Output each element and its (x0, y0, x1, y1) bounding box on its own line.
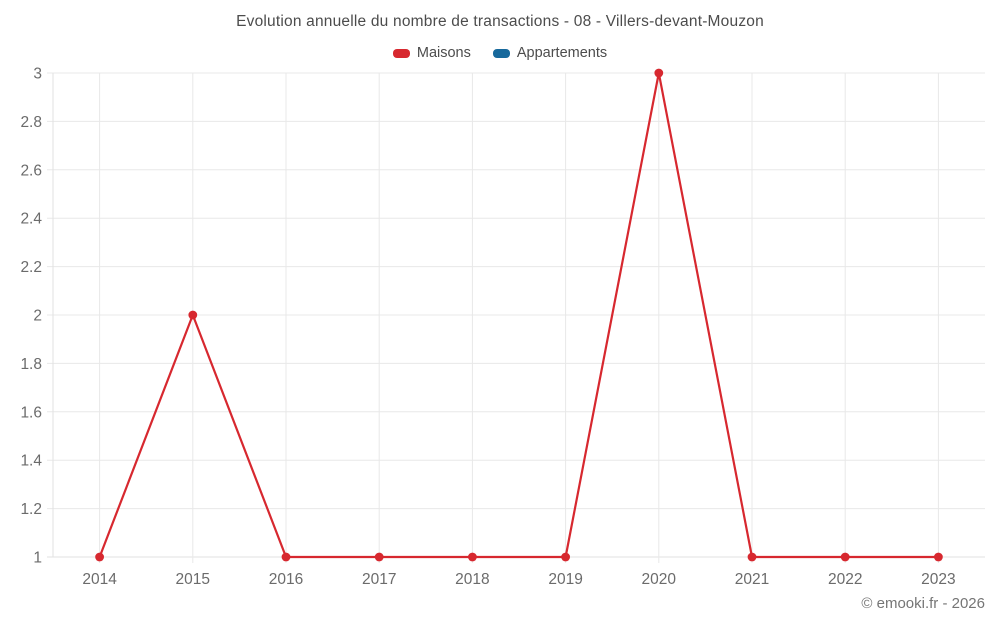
data-point-marker[interactable] (840, 552, 850, 562)
copyright-credit: © emooki.fr - 2026 (861, 595, 985, 612)
y-tick-label: 2.8 (20, 114, 42, 131)
data-point-marker[interactable] (561, 552, 570, 562)
y-tick-label: 2.4 (20, 211, 42, 228)
x-tick-label: 2022 (828, 571, 862, 588)
y-tick-label: 2 (33, 308, 42, 325)
x-tick-label: 2015 (176, 571, 210, 588)
y-tick-label: 1.6 (20, 404, 42, 421)
x-tick-label: 2017 (362, 571, 396, 588)
y-tick-label: 2.6 (20, 162, 42, 179)
legend-label-maisons: Maisons (416, 45, 471, 61)
x-tick-label: 2019 (548, 571, 582, 588)
data-point-marker[interactable] (188, 310, 198, 320)
data-point-marker[interactable] (468, 552, 477, 562)
y-tick-label: 1.2 (20, 501, 42, 518)
y-tick-label: 1.8 (20, 356, 42, 373)
legend-item-appartements[interactable]: Appartements (492, 45, 608, 61)
y-tick-label: 1.4 (20, 453, 42, 470)
data-point-marker[interactable] (281, 552, 291, 562)
y-tick-label: 3 (33, 66, 42, 83)
data-point-marker[interactable] (747, 552, 757, 562)
data-point-marker[interactable] (374, 552, 384, 562)
data-point-marker[interactable] (95, 552, 104, 562)
chart-legend: Maisons Appartements (0, 45, 1000, 61)
data-point-marker[interactable] (654, 68, 664, 78)
x-tick-label: 2016 (269, 571, 303, 588)
x-tick-label: 2020 (642, 571, 677, 588)
x-tick-label: 2021 (735, 571, 769, 588)
appartements-swatch-icon (492, 48, 510, 58)
legend-item-maisons[interactable]: Maisons (392, 45, 471, 61)
y-tick-label: 1 (33, 550, 42, 567)
x-tick-label: 2014 (82, 571, 117, 588)
maisons-series-line (98, 71, 939, 559)
chart-title: Evolution annuelle du nombre de transact… (236, 13, 764, 30)
y-tick-label: 2.2 (20, 259, 42, 276)
legend-label-appartements: Appartements (516, 45, 608, 61)
data-point-marker[interactable] (934, 552, 943, 562)
x-tick-label: 2018 (455, 571, 489, 588)
x-tick-label: 2023 (921, 571, 955, 588)
maisons-swatch-icon (392, 48, 410, 58)
